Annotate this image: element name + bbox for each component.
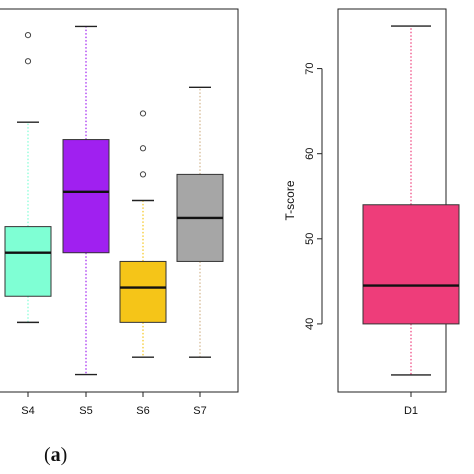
x-tick-label: S7 — [193, 405, 206, 417]
outlier-point — [24, 32, 32, 39]
outlier-point — [24, 58, 32, 65]
box-d1 — [362, 204, 460, 325]
panel-label: (a) — [44, 444, 67, 466]
outlier-point — [139, 171, 147, 178]
outlier-point — [139, 110, 147, 117]
y-tick-label: 60 — [304, 148, 316, 160]
y-tick-label: 40 — [304, 318, 316, 330]
y-tick-label: 70 — [304, 62, 316, 74]
x-tick-label: D1 — [404, 405, 418, 417]
box-s6 — [119, 260, 167, 323]
x-tick-label: S6 — [136, 405, 149, 417]
plot-frame — [0, 8, 239, 393]
box-s5 — [62, 139, 110, 254]
x-tick-label: S5 — [79, 405, 92, 417]
left-boxplot-panel: S4 S5 S6 S7 — [0, 8, 239, 417]
x-tick-label: S4 — [21, 405, 34, 417]
y-tick-label: 50 — [304, 233, 316, 245]
plot-frame — [337, 8, 447, 393]
right-boxplot-panel: D1 40 50 60 70 T-score — [283, 8, 460, 417]
y-axis-title: T-score — [283, 180, 297, 220]
outlier-point — [139, 145, 147, 152]
box-s4 — [4, 226, 52, 297]
